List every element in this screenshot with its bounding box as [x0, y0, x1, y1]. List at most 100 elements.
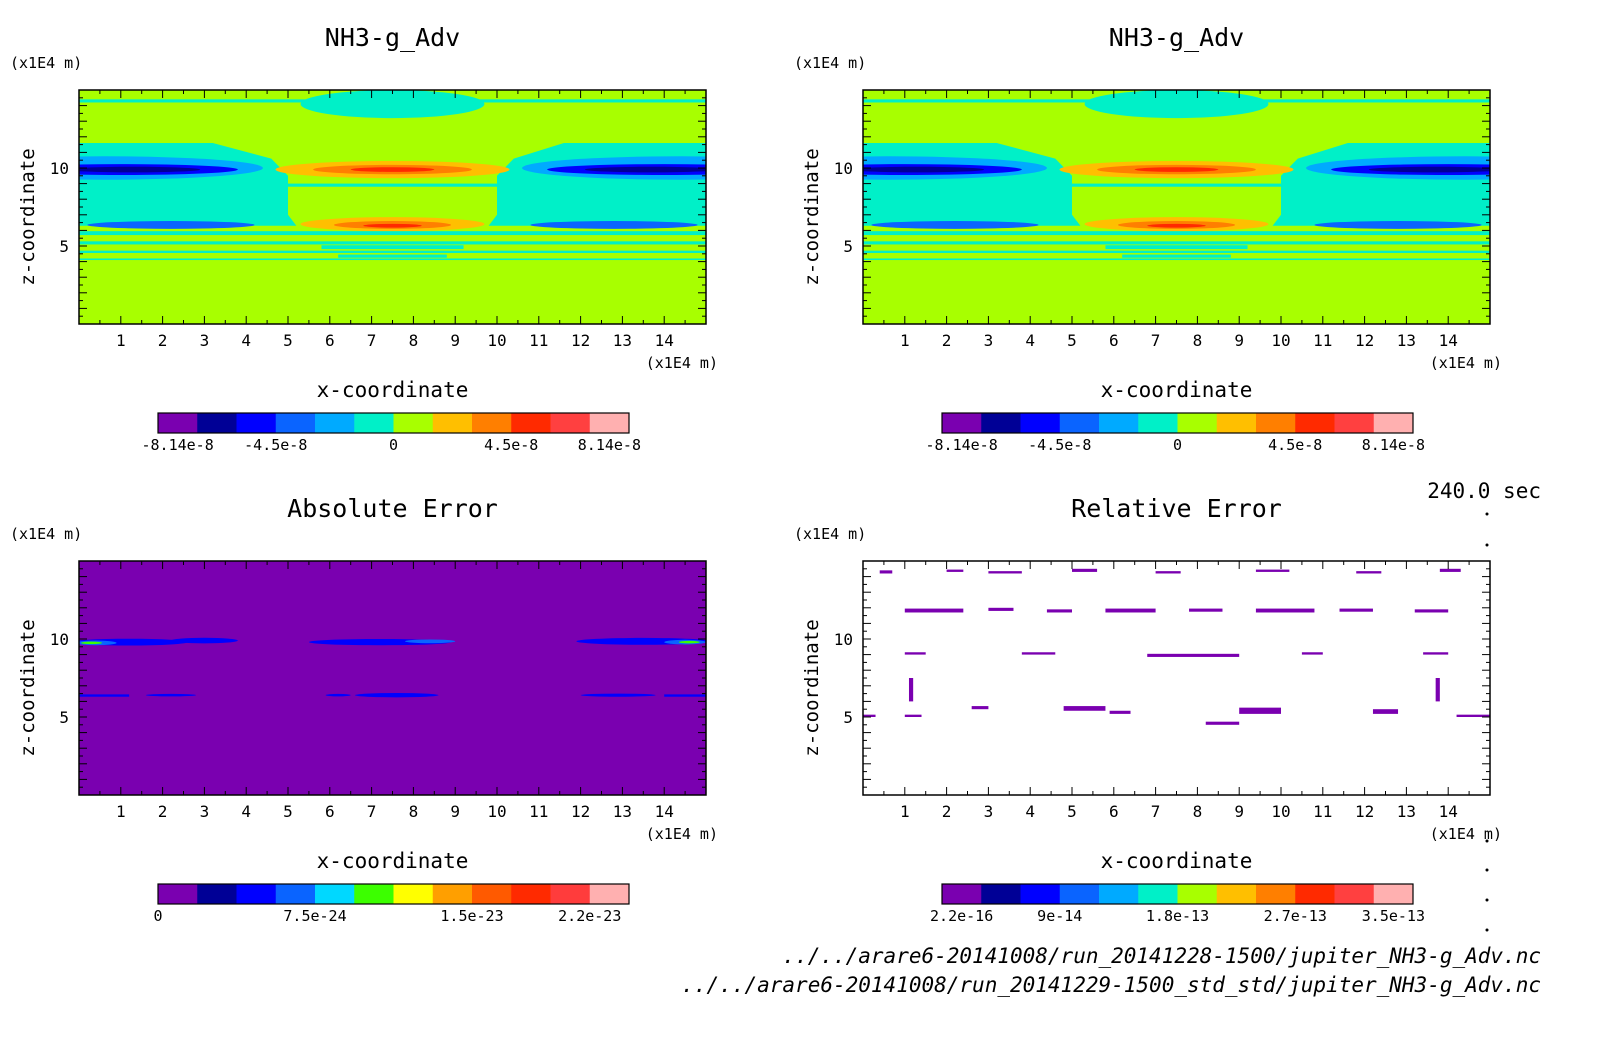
plot-area: [79, 90, 706, 324]
colorbar-segment: [550, 884, 591, 904]
colorbar-segment: [1216, 413, 1257, 433]
colorbar-segment: [942, 413, 982, 433]
colorbar-tick-label: 8.14e-8: [1362, 436, 1425, 454]
z-tick-label: 10: [50, 630, 69, 649]
field-region: [1435, 678, 1440, 702]
colorbar-segment: [236, 413, 277, 433]
x-tick-label: 7: [367, 331, 377, 350]
x-tick-label: 4: [1025, 802, 1035, 821]
x-tick-label: 6: [325, 331, 335, 350]
field-region: [79, 183, 706, 187]
x-tick-label: 3: [200, 331, 210, 350]
x-tick-label: 14: [655, 331, 674, 350]
field-region: [1439, 568, 1461, 572]
field-region: [863, 166, 985, 173]
colorbar-segment: [1138, 884, 1178, 904]
field-region: [1109, 710, 1131, 714]
x-tick-label: 12: [571, 802, 590, 821]
field-region: [1205, 721, 1240, 725]
chart-panel-1: NH3-g_Adv(x1E4 m)1 2 3 4 5 6 7 8 9 10 11 12 13 14510(…: [10, 23, 718, 454]
colorbar-segment: [1177, 884, 1218, 904]
z-unit-label: (x1E4 m): [10, 54, 82, 72]
x-tick-label: 8: [409, 802, 419, 821]
plot-area: [863, 90, 1490, 324]
field-region: [1456, 714, 1490, 717]
field-region: [170, 637, 238, 644]
x-tick-label: 5: [1067, 802, 1077, 821]
field-region: [904, 608, 964, 613]
x-axis-label: x-coordinate: [1101, 849, 1253, 873]
colorbar-segment: [1020, 884, 1061, 904]
colorbar-tick-label: 8.14e-8: [578, 436, 641, 454]
field-region: [79, 250, 706, 254]
field-region: [1339, 608, 1373, 612]
colorbar-tick-label: 0: [1173, 436, 1182, 454]
colorbar-segment: [197, 884, 237, 904]
x-tick-label: 3: [984, 331, 994, 350]
x-tick-label: 1: [900, 331, 910, 350]
field-region: [971, 706, 989, 710]
field-region: [1122, 254, 1231, 258]
x-tick-label: 1: [116, 331, 126, 350]
x-tick-label: 12: [571, 331, 590, 350]
field-region: [863, 183, 1490, 187]
x-tick-label: 11: [529, 802, 548, 821]
plot-area: [863, 561, 1490, 795]
x-tick-label: 8: [409, 331, 419, 350]
x-tick-label: 14: [1439, 331, 1458, 350]
field-region: [79, 694, 130, 697]
margin-dot: [1485, 898, 1489, 902]
x-unit-label: (x1E4 m): [646, 354, 718, 372]
field-region: [863, 231, 1490, 236]
field-region: [988, 571, 1022, 574]
colorbar-tick-label: -4.5e-8: [244, 436, 307, 454]
colorbar-segment: [1334, 884, 1375, 904]
z-tick-label: 10: [834, 159, 853, 178]
colorbar-segment: [511, 413, 551, 433]
field-region: [1255, 608, 1315, 613]
x-tick-label: 3: [984, 802, 994, 821]
colorbar-frame: [157, 412, 630, 434]
x-axis-label: x-coordinate: [1101, 378, 1253, 402]
field-region: [863, 714, 876, 717]
field-region: [580, 693, 656, 697]
colorbar-segment: [1295, 884, 1335, 904]
colorbar-segment: [1256, 884, 1296, 904]
field-region: [1155, 571, 1181, 574]
z-tick-label: 5: [843, 708, 853, 727]
x-tick-label: 6: [1109, 331, 1119, 350]
colorbar-tick-label: 2.2e-23: [558, 907, 621, 925]
field-region: [145, 693, 197, 697]
field-region: [405, 639, 456, 644]
z-unit-label: (x1E4 m): [10, 525, 82, 543]
z-axis-label: z-coordinate: [801, 148, 823, 285]
x-tick-label: 9: [450, 802, 460, 821]
field-region: [81, 641, 102, 645]
field-region: [678, 640, 700, 644]
field-region: [79, 241, 706, 245]
z-axis-label: z-coordinate: [17, 619, 39, 756]
field-region: [904, 714, 922, 717]
z-tick-label: 5: [59, 237, 69, 256]
field-region: [321, 245, 464, 250]
file-path-2: ../../arare6-20141008/run_20141229-1500_…: [681, 973, 1541, 997]
x-tick-label: 11: [1313, 802, 1332, 821]
chart-panel-2: NH3-g_Adv(x1E4 m)1 2 3 4 5 6 7 8 9 10 11 12 13 14510(…: [794, 23, 1502, 454]
field-region: [863, 258, 1490, 261]
colorbar-segment: [1334, 413, 1375, 433]
chart-title: NH3-g_Adv: [1109, 23, 1244, 52]
colorbar-segment: [275, 884, 316, 904]
colorbar-tick-label: 2.7e-13: [1264, 907, 1327, 925]
x-tick-label: 5: [1067, 331, 1077, 350]
x-axis-label: x-coordinate: [317, 378, 469, 402]
field-region: [1021, 652, 1056, 655]
z-tick-label: 10: [834, 630, 853, 649]
colorbar-segment: [1177, 413, 1218, 433]
colorbar-segment: [1099, 413, 1139, 433]
x-unit-label: (x1E4 m): [1430, 354, 1502, 372]
colorbar-frame: [941, 883, 1414, 905]
x-tick-label: 2: [942, 802, 952, 821]
field-region: [1134, 167, 1219, 172]
x-axis-label: x-coordinate: [317, 849, 469, 873]
